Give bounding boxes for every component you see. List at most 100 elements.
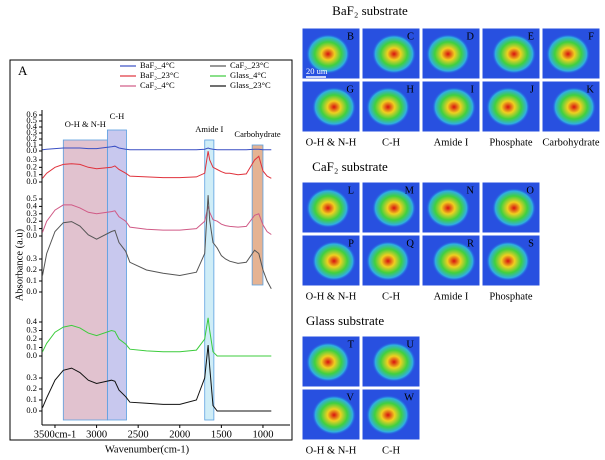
map-letter: J bbox=[530, 84, 534, 95]
map-blob bbox=[306, 188, 350, 228]
y-tick-label: 0.1 bbox=[26, 169, 37, 179]
map-blob bbox=[426, 34, 470, 74]
column-label: O-H & N-H bbox=[306, 137, 357, 148]
y-tick-label: 0.3 bbox=[26, 208, 37, 218]
legend-label: CaF₂_23°C bbox=[230, 60, 269, 70]
map-blob bbox=[372, 188, 416, 228]
map-blob bbox=[312, 395, 356, 435]
y-tick-label: 0.0 bbox=[26, 145, 37, 155]
column-label: Amide I bbox=[434, 137, 469, 148]
legend-label: Glass_23°C bbox=[230, 80, 271, 90]
legend-label: Glass_4°C bbox=[230, 70, 267, 80]
map-letter: V bbox=[346, 392, 354, 403]
y-tick-label: 0.3 bbox=[26, 127, 37, 137]
map-letter: G bbox=[346, 84, 354, 95]
map-letter: U bbox=[406, 339, 414, 350]
region-label: Carbohydrate bbox=[234, 129, 280, 139]
x-tick-label: 2000 bbox=[169, 429, 190, 440]
x-tick-label: 3500cm-1 bbox=[34, 429, 77, 440]
map-blob bbox=[312, 241, 356, 281]
spectrum-line bbox=[42, 344, 272, 412]
map-blob bbox=[366, 395, 410, 435]
column-label: Amide I bbox=[434, 291, 469, 302]
spectrum-line bbox=[42, 204, 272, 235]
y-tick-label: 0.1 bbox=[26, 275, 37, 285]
y-tick-label: 0.0 bbox=[26, 405, 37, 415]
y-tick-label: 0.1 bbox=[26, 341, 37, 351]
map-blob bbox=[432, 241, 476, 281]
legend-label: BaF₂_4°C bbox=[140, 60, 175, 70]
region bbox=[62, 139, 108, 421]
y-tick-label: 0.4 bbox=[26, 316, 37, 326]
y-axis-label: Absorbance (a.u) bbox=[14, 228, 25, 301]
map-blob bbox=[432, 87, 476, 127]
map-blob bbox=[486, 241, 530, 281]
x-tick-label: 3000 bbox=[86, 429, 107, 440]
y-tick-label: 0.6 bbox=[26, 109, 37, 119]
y-tick-label: 0.2 bbox=[26, 333, 37, 343]
map-blob bbox=[312, 87, 356, 127]
column-label: C-H bbox=[382, 291, 401, 302]
map-blob bbox=[426, 188, 470, 228]
scale-bar-label: 20 um bbox=[306, 66, 328, 76]
panel-frame bbox=[9, 59, 293, 441]
map-blob bbox=[492, 34, 536, 74]
map-letter: D bbox=[466, 31, 474, 42]
x-axis-label: Wavenumber(cm-1) bbox=[105, 444, 190, 455]
map-letter: W bbox=[404, 392, 414, 403]
legend-label: BaF₂_23°C bbox=[140, 70, 179, 80]
map-blob bbox=[306, 34, 350, 74]
y-tick-label: 0.0 bbox=[26, 176, 37, 186]
region-label: Amide I bbox=[195, 124, 223, 134]
map-blob bbox=[366, 241, 410, 281]
y-tick-label: 0.2 bbox=[26, 215, 37, 225]
column-label: C-H bbox=[382, 137, 401, 148]
y-tick-label: 0.3 bbox=[26, 324, 37, 334]
map-blob bbox=[306, 342, 350, 382]
y-tick-label: 0.3 bbox=[26, 154, 37, 164]
y-tick-label: 0.2 bbox=[26, 133, 37, 143]
column-label: C-H bbox=[382, 445, 401, 456]
map-letter: R bbox=[467, 238, 474, 249]
map-blob bbox=[372, 34, 416, 74]
map-letter: O bbox=[526, 185, 534, 196]
y-tick-label: 0.0 bbox=[26, 286, 37, 296]
y-tick-label: 0.4 bbox=[26, 200, 37, 210]
spectrum-line bbox=[42, 145, 272, 151]
map-blob bbox=[546, 34, 590, 74]
x-tick-label: 1500 bbox=[211, 429, 232, 440]
y-tick-label: 0.0 bbox=[26, 230, 37, 240]
legend-label: CaF₂_4°C bbox=[140, 80, 175, 90]
y-tick-label: 0.5 bbox=[26, 193, 37, 203]
region-label: C-H bbox=[110, 111, 125, 121]
map-letter: S bbox=[528, 238, 534, 249]
map-letter: L bbox=[348, 185, 354, 196]
map-letter: H bbox=[406, 84, 414, 95]
map-letter: T bbox=[348, 339, 355, 350]
map-blob bbox=[486, 87, 530, 127]
x-tick-label: 1000 bbox=[252, 429, 273, 440]
region-label: O-H & N-H bbox=[65, 119, 106, 129]
y-tick-label: 0.5 bbox=[26, 115, 37, 125]
map-letter: E bbox=[528, 31, 534, 42]
map-blob bbox=[372, 342, 416, 382]
map-letter: B bbox=[347, 31, 354, 42]
column-label: Phosphate bbox=[489, 291, 533, 302]
y-tick-label: 0.2 bbox=[26, 161, 37, 171]
panel-title: BaF₂ substrate bbox=[332, 3, 408, 18]
column-label: Carbohydrate bbox=[542, 137, 599, 148]
x-tick-label: 2500 bbox=[128, 429, 149, 440]
panel-label: A bbox=[18, 63, 28, 78]
region bbox=[106, 129, 127, 421]
map-letter: K bbox=[586, 84, 594, 95]
panel-title: Glass substrate bbox=[306, 313, 385, 328]
map-blob bbox=[552, 87, 596, 127]
spectrum-line bbox=[42, 195, 272, 289]
y-tick-label: 0.0 bbox=[26, 350, 37, 360]
map-letter: C bbox=[407, 31, 414, 42]
y-tick-label: 0.1 bbox=[26, 394, 37, 404]
spectrum-line bbox=[42, 151, 272, 179]
map-blob bbox=[492, 188, 536, 228]
